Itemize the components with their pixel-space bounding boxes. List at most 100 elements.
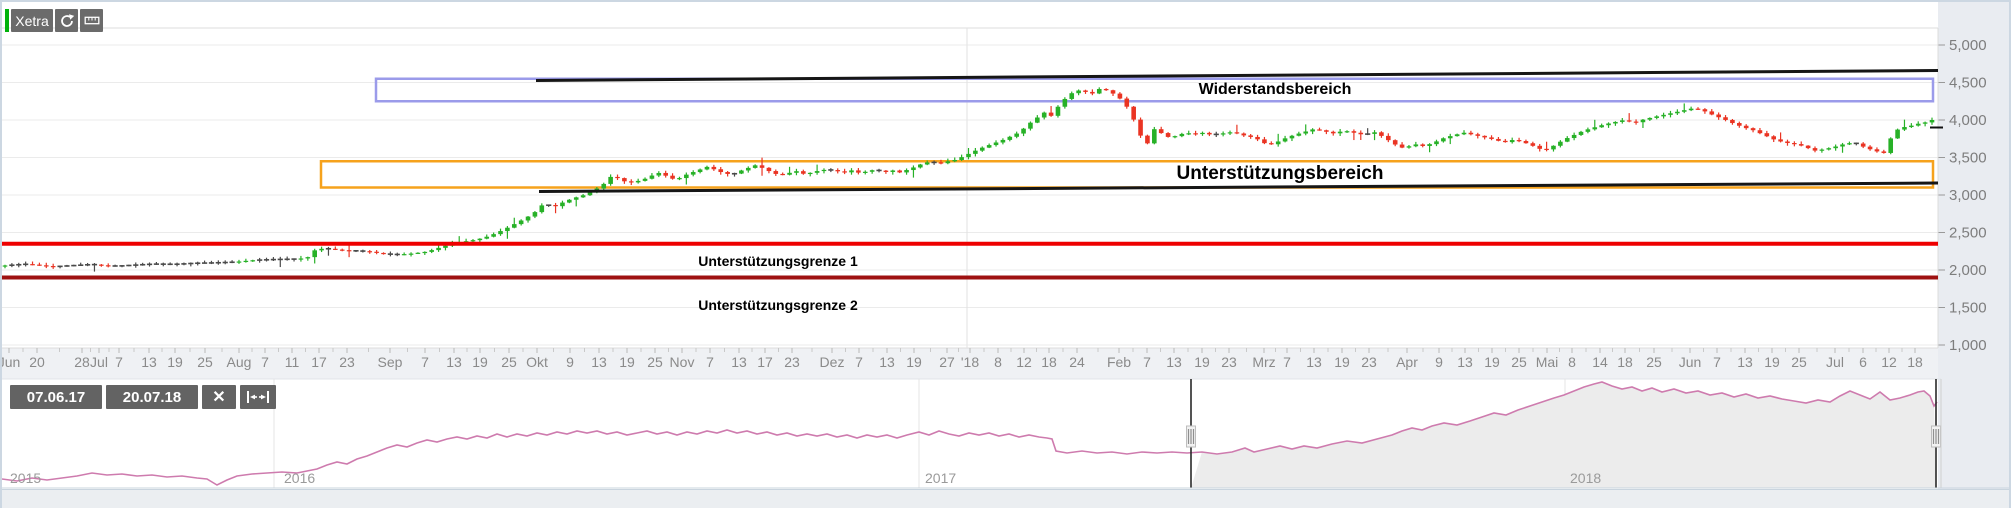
refresh-icon: [60, 13, 74, 27]
x-axis-tick-label: 12: [1881, 354, 1897, 370]
x-axis-tick-label: Apr: [1396, 354, 1418, 370]
x-axis-tick-label: 7: [115, 354, 123, 370]
x-axis-tick-label: Aug: [227, 354, 252, 370]
x-axis-tick-label: 19: [1484, 354, 1500, 370]
y-axis-tick-label: 4,000: [1949, 112, 1987, 129]
x-axis-tick-label: 7: [706, 354, 714, 370]
x-axis-tick-label: Mrz: [1252, 354, 1275, 370]
fit-range-icon: [247, 391, 269, 403]
x-axis-tick-label: 23: [784, 354, 800, 370]
x-axis-tick-label: 7: [1143, 354, 1151, 370]
navigator-year-label: 2016: [284, 470, 315, 486]
x-axis-tick-label: 20: [29, 354, 45, 370]
x-axis-tick-label: 19: [1194, 354, 1210, 370]
x-axis-tick-label: 13: [1306, 354, 1322, 370]
refresh-button[interactable]: [55, 9, 78, 32]
x-axis-tick-label: 19: [906, 354, 922, 370]
x-axis-tick-label: 13: [1166, 354, 1182, 370]
y-axis-tick-label: 1,500: [1949, 300, 1987, 317]
navigator-year-label: 2015: [10, 470, 41, 486]
x-axis-tick-label: Sep: [378, 354, 403, 370]
x-axis-tick-label: 25: [1646, 354, 1662, 370]
x-axis-tick-label: 13: [731, 354, 747, 370]
x-axis-tick-label: 27: [939, 354, 955, 370]
bottom-strip: [2, 489, 2009, 508]
x-axis-tick-label: 25: [647, 354, 663, 370]
x-axis-tick-label: 14: [1592, 354, 1608, 370]
y-axis-margin: [1938, 2, 2009, 489]
x-axis-tick-label: 7: [421, 354, 429, 370]
y-axis-tick-label: 2,500: [1949, 225, 1987, 242]
support-line-1-label: Unterstützungsgrenze 1: [698, 252, 858, 269]
range-to-button[interactable]: 20.07.18: [106, 385, 198, 409]
range-clear-button[interactable]: ✕: [202, 385, 236, 409]
x-axis-tick-label: 13: [1457, 354, 1473, 370]
x-axis-tick-label: Jun: [1679, 354, 1702, 370]
x-axis-tick-label: 23: [1221, 354, 1237, 370]
x-axis-tick-label: 13: [446, 354, 462, 370]
x-axis-tick-label: 7: [261, 354, 269, 370]
x-axis-tick-label: Okt: [526, 354, 548, 370]
x-axis-tick-label: 18: [1617, 354, 1633, 370]
y-axis-tick-label: 2,000: [1949, 262, 1987, 279]
x-axis-tick-label: 19: [619, 354, 635, 370]
x-axis-tick-label: 24: [1069, 354, 1085, 370]
x-axis-tick-label: 17: [757, 354, 773, 370]
x-axis-tick-label: 18: [1041, 354, 1057, 370]
y-axis-tick-label: 1,000: [1949, 337, 1987, 354]
range-to-label: 20.07.18: [122, 388, 182, 406]
x-axis-tick-label: 25: [1511, 354, 1527, 370]
y-axis-tick-label: 3,000: [1949, 187, 1987, 204]
support-line-2-label: Unterstützungsgrenze 2: [698, 296, 858, 313]
x-axis-tick-label: 19: [1334, 354, 1350, 370]
x-axis-tick-label: 7: [855, 354, 863, 370]
x-axis-tick-label: 18: [1907, 354, 1923, 370]
x-axis-tick-label: 9: [1435, 354, 1443, 370]
range-from-button[interactable]: 07.06.17: [10, 385, 102, 409]
navigator-year-label: 2018: [1570, 470, 1601, 486]
x-axis-tick-label: 17: [311, 354, 327, 370]
x-axis-tick-label: 8: [994, 354, 1002, 370]
market-button-label: Xetra: [15, 12, 49, 29]
x-axis-tick-label: 19: [472, 354, 488, 370]
x-axis-tick-label: 12: [1016, 354, 1032, 370]
navigator-year-label: 2017: [925, 470, 956, 486]
resistance-zone-label: Widerstandsbereich: [1198, 81, 1352, 98]
y-axis-tick-label: 5,000: [1949, 37, 1987, 54]
x-axis-tick-label: Dez: [820, 354, 845, 370]
x-axis-tick-label: Mai: [1536, 354, 1559, 370]
x-axis-tick-label: 7: [1713, 354, 1721, 370]
x-axis-tick-label: '18: [961, 354, 979, 370]
x-axis-tick-label: Jul: [90, 354, 108, 370]
y-axis-tick-label: 3,500: [1949, 150, 1987, 167]
x-axis-tick-label: 25: [501, 354, 517, 370]
measure-button[interactable]: [80, 9, 103, 32]
x-axis-tick-label: 19: [1764, 354, 1780, 370]
x-axis-tick-label: 28: [74, 354, 90, 370]
x-axis-tick-label: 8: [1568, 354, 1576, 370]
x-axis-tick-label: 11: [285, 354, 300, 370]
x-axis-tick-label: 13: [879, 354, 895, 370]
x-axis-tick-label: Feb: [1107, 354, 1131, 370]
x-axis-tick-label: 23: [1361, 354, 1377, 370]
x-axis-band: [2, 348, 1938, 379]
market-status-accent: [5, 9, 9, 32]
x-axis-tick-label: 25: [197, 354, 213, 370]
fit-range-button[interactable]: [240, 385, 276, 409]
x-axis-tick-label: 7: [1283, 354, 1291, 370]
x-axis-tick-label: 13: [141, 354, 157, 370]
support-zone-label: Unterstützungsbereich: [1176, 163, 1384, 185]
x-axis-tick-label: Jul: [1826, 354, 1844, 370]
x-axis-tick-label: Jun: [2, 354, 20, 370]
x-axis-tick-label: 23: [339, 354, 355, 370]
market-button[interactable]: Xetra: [11, 9, 53, 32]
range-from-label: 07.06.17: [26, 388, 86, 406]
x-axis-tick-label: 13: [1737, 354, 1753, 370]
x-axis-tick-label: 6: [1859, 354, 1867, 370]
measure-ruler-icon: [84, 16, 99, 25]
x-axis-tick-label: 13: [591, 354, 607, 370]
x-axis-tick-label: 9: [566, 354, 574, 370]
x-axis-tick-label: 25: [1791, 354, 1807, 370]
